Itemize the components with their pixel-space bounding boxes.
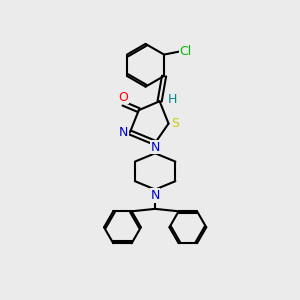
Text: O: O	[118, 91, 128, 103]
Text: N: N	[119, 126, 128, 139]
Text: Cl: Cl	[179, 44, 192, 58]
Text: S: S	[171, 117, 179, 130]
Text: H: H	[167, 93, 177, 106]
Text: N: N	[151, 141, 160, 154]
Text: N: N	[151, 189, 160, 202]
